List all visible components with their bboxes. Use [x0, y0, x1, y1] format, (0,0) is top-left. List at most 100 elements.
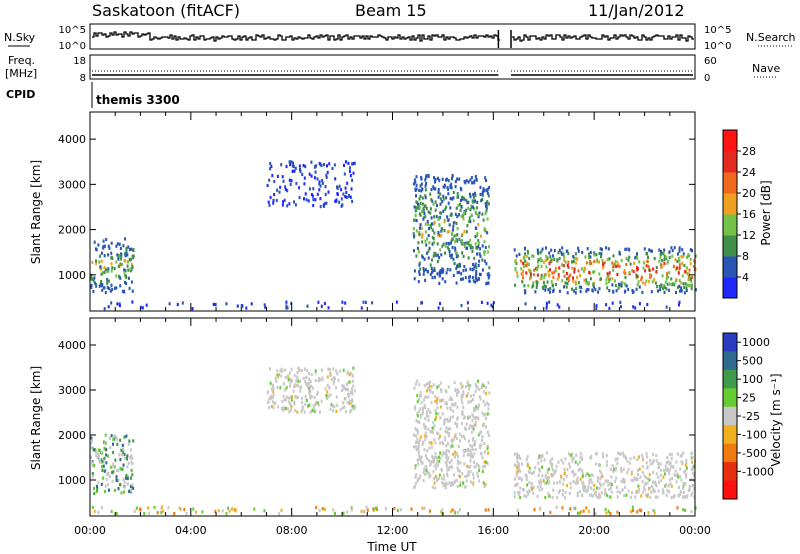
scatter-cell [574, 481, 577, 485]
scatter-cell [693, 495, 696, 499]
scatter-cell [606, 493, 609, 497]
scatter-cell [419, 201, 422, 205]
scatter-cell [541, 465, 543, 469]
y-tick-label: 2000 [58, 224, 86, 237]
scatter-cell [103, 254, 106, 258]
scatter-cell [431, 391, 434, 395]
scatter-cell [280, 508, 283, 512]
scatter-cell [365, 505, 368, 509]
scatter-cell [526, 490, 529, 494]
scatter-cell [539, 251, 542, 255]
scatter-cell [327, 190, 330, 194]
scatter-cell [684, 282, 687, 286]
scatter-cell [670, 277, 673, 281]
scatter-cell [110, 256, 113, 260]
scatter-cell [100, 272, 103, 276]
scatter-cell [678, 284, 681, 288]
time-tick-label: 12:00 [377, 524, 409, 537]
scatter-cell [574, 472, 577, 476]
scatter-cell [642, 490, 645, 494]
scatter-cell [451, 438, 454, 442]
scatter-cell [473, 181, 476, 185]
scatter-cell [106, 279, 109, 283]
scatter-cell [340, 197, 343, 201]
scatter-cell [467, 241, 470, 245]
scatter-cell [127, 260, 129, 264]
scatter-cell [325, 201, 328, 205]
scatter-cell [594, 287, 597, 292]
scatter-cell [632, 509, 634, 513]
scatter-cell [317, 403, 320, 407]
scatter-cell [480, 199, 483, 203]
scatter-cell [539, 455, 542, 459]
scatter-cell [687, 274, 690, 278]
scatter-cell [139, 508, 142, 512]
scatter-cell [514, 463, 517, 467]
noise-tick-top: 10^5 [59, 25, 86, 36]
scatter-cell [575, 453, 578, 457]
scatter-cell [581, 469, 584, 473]
scatter-cell [485, 262, 488, 266]
scatter-cell [418, 263, 421, 267]
scatter-cell [120, 252, 123, 256]
scatter-cell [573, 473, 576, 477]
scatter-cell [362, 300, 365, 304]
scatter-cell [587, 281, 590, 285]
scatter-cell [585, 289, 588, 293]
scatter-cell [610, 490, 613, 494]
scatter-cell [418, 206, 421, 210]
scatter-cell [97, 480, 100, 484]
scatter-cell [478, 387, 481, 392]
scatter-cell [561, 279, 564, 283]
scatter-cell [610, 482, 613, 487]
scatter-cell [303, 197, 305, 201]
scatter-cell [537, 461, 540, 465]
scatter-cell [310, 372, 313, 376]
colorbar-swatch [723, 369, 737, 389]
scatter-cell [551, 462, 554, 466]
scatter-cell [440, 227, 443, 231]
scatter-cell [593, 251, 596, 255]
scatter-cell [612, 289, 615, 293]
scatter-cell [568, 462, 571, 466]
scatter-cell [181, 301, 184, 305]
scatter-cell [460, 214, 463, 218]
scatter-cell [143, 512, 146, 516]
scatter-cell [546, 256, 549, 260]
scatter-cell [436, 233, 439, 237]
scatter-cell [483, 390, 486, 394]
scatter-cell [541, 487, 544, 491]
scatter-cell [640, 494, 643, 498]
scatter-cell [433, 438, 436, 442]
scatter-cell [620, 469, 623, 473]
scatter-cell [435, 215, 438, 219]
scatter-cell [672, 264, 675, 268]
scatter-cell [663, 472, 666, 476]
scatter-cell [544, 273, 547, 277]
scatter-cell [431, 485, 434, 489]
scatter-cell [429, 509, 431, 513]
scatter-cell [309, 394, 311, 398]
scatter-cell [646, 466, 649, 470]
scatter-cell [316, 392, 319, 396]
scatter-cell [445, 426, 448, 430]
scatter-cell [425, 181, 428, 186]
scatter-cell [294, 408, 297, 413]
scatter-cell [460, 272, 463, 276]
scatter-cell [553, 470, 556, 474]
scatter-cell [346, 510, 349, 514]
scatter-cell [523, 284, 526, 288]
scatter-cell [332, 409, 335, 413]
scatter-cell [345, 388, 347, 392]
scatter-cell [647, 492, 649, 496]
scatter-cell [131, 300, 134, 304]
scatter-cell [272, 201, 275, 205]
scatter-cell [536, 273, 539, 277]
scatter-cell [682, 490, 685, 494]
scatter-cell [625, 263, 628, 267]
scatter-cell [421, 240, 424, 244]
scatter-cell [417, 280, 420, 284]
scatter-cell [678, 279, 681, 283]
scatter-cell [470, 213, 473, 217]
scatter-cell [221, 509, 224, 513]
